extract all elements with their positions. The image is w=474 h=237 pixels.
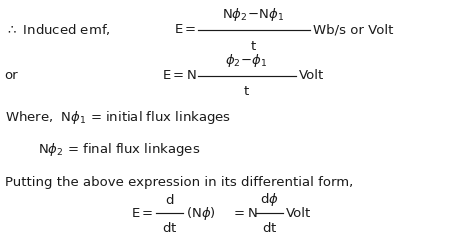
Text: $(\mathrm{N}\phi)$: $(\mathrm{N}\phi)$ (186, 205, 216, 222)
Text: $\phi_2\!-\!\phi_1$: $\phi_2\!-\!\phi_1$ (225, 52, 268, 69)
Text: $\mathrm{N}\phi_2$ = final flux linkages: $\mathrm{N}\phi_2$ = final flux linkages (38, 141, 201, 158)
Text: $\therefore$ Induced emf,: $\therefore$ Induced emf, (5, 22, 110, 37)
Text: Putting the above expression in its differential form,: Putting the above expression in its diff… (5, 176, 353, 189)
Text: $\mathrm{d}\phi$: $\mathrm{d}\phi$ (260, 191, 279, 208)
Text: $\mathrm{t}$: $\mathrm{t}$ (243, 86, 250, 98)
Text: or: or (5, 69, 18, 82)
Text: Volt: Volt (286, 207, 311, 220)
Text: $=\mathrm{N}$: $=\mathrm{N}$ (231, 207, 258, 220)
Text: $\mathrm{E}=\mathrm{N}$: $\mathrm{E}=\mathrm{N}$ (162, 69, 197, 82)
Text: $\mathrm{E}=$: $\mathrm{E}=$ (131, 207, 154, 220)
Text: $\mathrm{dt}$: $\mathrm{dt}$ (262, 220, 277, 235)
Text: Where,  $\mathrm{N}\phi_1$ = initial flux linkages: Where, $\mathrm{N}\phi_1$ = initial flux… (5, 109, 231, 126)
Text: Wb/s or Volt: Wb/s or Volt (313, 23, 393, 36)
Text: $\mathrm{dt}$: $\mathrm{dt}$ (162, 220, 177, 235)
Text: $\mathrm{N}\phi_2\!-\!\mathrm{N}\phi_1$: $\mathrm{N}\phi_2\!-\!\mathrm{N}\phi_1$ (222, 6, 285, 23)
Text: $\mathrm{t}$: $\mathrm{t}$ (250, 40, 257, 53)
Text: $\mathrm{d}$: $\mathrm{d}$ (165, 192, 174, 207)
Text: $\mathrm{E}=$: $\mathrm{E}=$ (174, 23, 197, 36)
Text: Volt: Volt (299, 69, 324, 82)
